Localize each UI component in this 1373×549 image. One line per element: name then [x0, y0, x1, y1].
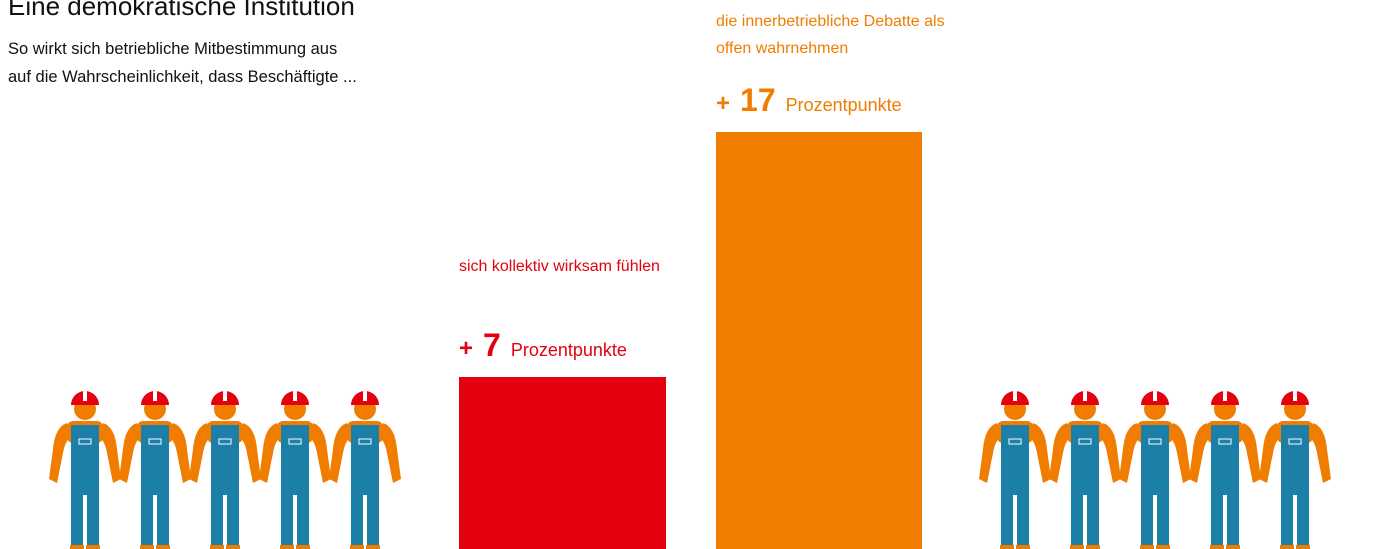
value-label: +17 Prozentpunkte [716, 82, 902, 119]
workers-illustration [0, 0, 1373, 549]
category-label: die innerbetriebliche Debatte als offen … [716, 8, 948, 62]
category-label: sich kollektiv wirksam fühlen [459, 253, 669, 280]
bar [459, 377, 666, 549]
value-prefix: + [716, 90, 730, 118]
value-label: +7 Prozentpunkte [459, 327, 627, 364]
value-number: 17 [740, 82, 776, 119]
value-number: 7 [483, 327, 501, 364]
infographic: Eine demokratische Institution So wirkt … [0, 0, 1373, 549]
bar [716, 132, 922, 549]
value-unit: Prozentpunkte [786, 95, 902, 116]
value-unit: Prozentpunkte [511, 340, 627, 361]
value-prefix: + [459, 335, 473, 363]
